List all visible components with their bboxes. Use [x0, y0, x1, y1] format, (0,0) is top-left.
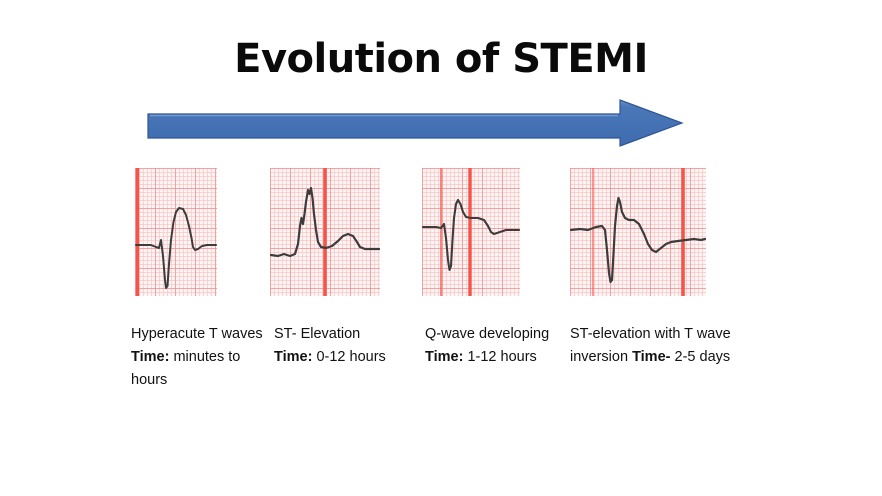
caption-title: Q-wave	[425, 326, 475, 342]
ecg-panel-st-elevation-t-wave-inversion	[570, 168, 706, 296]
caption-title-line2: developing	[479, 326, 550, 342]
caption-time-label: Time:	[274, 349, 313, 365]
caption-time-label: Time:	[425, 349, 464, 365]
ecg-panel-st-elevation	[270, 168, 380, 296]
ecg-trace-q-wave	[422, 198, 520, 272]
ecg-trace-t-inversion	[570, 196, 706, 284]
caption-time-value: 0-12 hours	[312, 349, 386, 365]
caption-time-value: minutes to hours	[131, 349, 241, 388]
caption-q-wave-developing: Q-wave developing Time: 1-12 hours	[425, 323, 553, 369]
caption-time-label: Time:	[131, 349, 170, 365]
caption-title-line2: wave inversion	[570, 326, 731, 365]
ecg-trace-st-elevation	[270, 186, 380, 258]
caption-time-value: 2-5 days	[670, 349, 731, 365]
ecg-trace-hyperacute-t	[135, 207, 217, 289]
caption-title-line2: waves	[221, 326, 263, 342]
caption-st-elevation-t-wave-inversion: ST-elevation with T wave inversion Time-…	[570, 323, 740, 369]
caption-time-value: 1-12 hours	[463, 349, 537, 365]
caption-title: ST- Elevation	[274, 326, 361, 342]
caption-st-elevation: ST- Elevation Time: 0-12 hours	[274, 323, 396, 369]
caption-hyperacute-t-waves: Hyperacute T waves Time: minutes to hour…	[131, 323, 271, 392]
page-title: Evolution of STEMI	[234, 36, 648, 82]
timeline-arrow	[142, 96, 688, 152]
arrow-shape	[147, 99, 684, 147]
caption-time-label: Time-	[632, 349, 671, 365]
caption-title: ST-elevation with T	[570, 326, 693, 342]
caption-title: Hyperacute T	[131, 326, 218, 342]
ecg-panel-q-wave-developing	[422, 168, 520, 296]
ecg-panel-hyperacute-t-waves	[135, 168, 217, 296]
